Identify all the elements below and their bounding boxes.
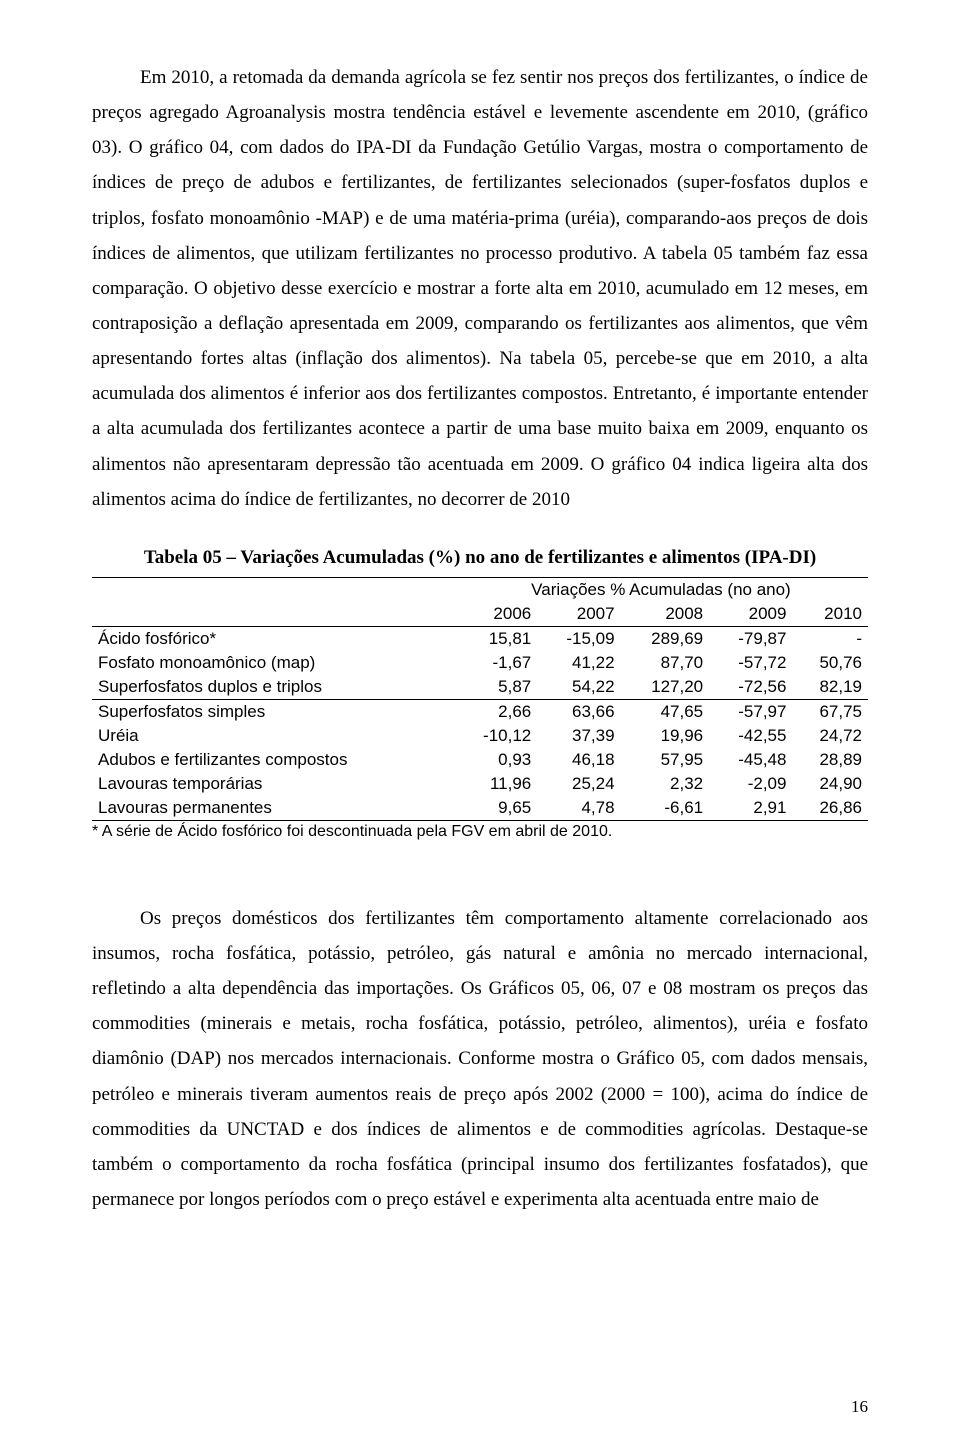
document-page: Em 2010, a retomada da demanda agrícola … xyxy=(0,0,960,1447)
row-value: 24,72 xyxy=(792,724,868,748)
row-value: 82,19 xyxy=(792,675,868,700)
row-value: 5,87 xyxy=(454,675,537,700)
table-row: Lavouras temporárias11,9625,242,32-2,092… xyxy=(92,772,868,796)
row-value: 2,91 xyxy=(709,796,792,821)
row-value: -45,48 xyxy=(709,748,792,772)
year-col-0: 2006 xyxy=(454,602,537,627)
paragraph-2: Os preços domésticos dos fertilizantes t… xyxy=(92,901,868,1217)
row-value: 37,39 xyxy=(537,724,620,748)
row-value: 87,70 xyxy=(621,651,710,675)
row-value: -72,56 xyxy=(709,675,792,700)
row-value: 289,69 xyxy=(621,626,710,651)
row-label: Ácido fosfórico* xyxy=(92,626,454,651)
row-value: -57,72 xyxy=(709,651,792,675)
row-value: -79,87 xyxy=(709,626,792,651)
row-value: 54,22 xyxy=(537,675,620,700)
row-value: 25,24 xyxy=(537,772,620,796)
row-value: 28,89 xyxy=(792,748,868,772)
table-row: Lavouras permanentes9,654,78-6,612,9126,… xyxy=(92,796,868,821)
row-value: 0,93 xyxy=(454,748,537,772)
row-value: 47,65 xyxy=(621,699,710,724)
row-value: 2,66 xyxy=(454,699,537,724)
paragraph-1-text: Em 2010, a retomada da demanda agrícola … xyxy=(92,67,868,510)
row-value: 11,96 xyxy=(454,772,537,796)
table-row: Superfosfatos duplos e triplos5,8754,221… xyxy=(92,675,868,700)
table-row: Ácido fosfórico*15,81-15,09289,69-79,87- xyxy=(92,626,868,651)
table-year-header-row: 2006 2007 2008 2009 2010 xyxy=(92,602,868,627)
page-number: 16 xyxy=(851,1397,868,1417)
row-value: 15,81 xyxy=(454,626,537,651)
row-label: Lavouras temporárias xyxy=(92,772,454,796)
row-value: 2,32 xyxy=(621,772,710,796)
table-row: Uréia-10,1237,3919,96-42,5524,72 xyxy=(92,724,868,748)
row-value: 46,18 xyxy=(537,748,620,772)
row-label: Lavouras permanentes xyxy=(92,796,454,821)
row-value: 41,22 xyxy=(537,651,620,675)
row-value: -57,97 xyxy=(709,699,792,724)
row-value: 63,66 xyxy=(537,699,620,724)
row-label: Adubos e fertilizantes compostos xyxy=(92,748,454,772)
table-footnote: * A série de Ácido fosfórico foi descont… xyxy=(92,823,868,841)
row-value: 19,96 xyxy=(621,724,710,748)
row-value: -2,09 xyxy=(709,772,792,796)
table-row: Fosfato monoamônico (map)-1,6741,2287,70… xyxy=(92,651,868,675)
table-title: Tabela 05 – Variações Acumuladas (%) no … xyxy=(92,547,868,569)
year-col-1: 2007 xyxy=(537,602,620,627)
table-row: Superfosfatos simples2,6663,6647,65-57,9… xyxy=(92,699,868,724)
table-row: Adubos e fertilizantes compostos0,9346,1… xyxy=(92,748,868,772)
year-col-4: 2010 xyxy=(792,602,868,627)
paragraph-2-text: Os preços domésticos dos fertilizantes t… xyxy=(92,908,868,1210)
row-value: 50,76 xyxy=(792,651,868,675)
row-value: 4,78 xyxy=(537,796,620,821)
data-table: Variações % Acumuladas (no ano) 2006 200… xyxy=(92,577,868,821)
paragraph-1: Em 2010, a retomada da demanda agrícola … xyxy=(92,60,868,517)
row-value: -1,67 xyxy=(454,651,537,675)
row-value: 26,86 xyxy=(792,796,868,821)
row-value: 67,75 xyxy=(792,699,868,724)
table-super-header: Variações % Acumuladas (no ano) xyxy=(454,577,868,602)
year-col-2: 2008 xyxy=(621,602,710,627)
row-value: 127,20 xyxy=(621,675,710,700)
row-value: -10,12 xyxy=(454,724,537,748)
row-value: -15,09 xyxy=(537,626,620,651)
row-value: -6,61 xyxy=(621,796,710,821)
row-label: Superfosfatos duplos e triplos xyxy=(92,675,454,700)
row-label: Superfosfatos simples xyxy=(92,699,454,724)
row-label: Uréia xyxy=(92,724,454,748)
row-value: - xyxy=(792,626,868,651)
row-value: 57,95 xyxy=(621,748,710,772)
row-value: -42,55 xyxy=(709,724,792,748)
row-label: Fosfato monoamônico (map) xyxy=(92,651,454,675)
table-super-header-row: Variações % Acumuladas (no ano) xyxy=(92,577,868,602)
year-col-3: 2009 xyxy=(709,602,792,627)
row-value: 24,90 xyxy=(792,772,868,796)
row-value: 9,65 xyxy=(454,796,537,821)
